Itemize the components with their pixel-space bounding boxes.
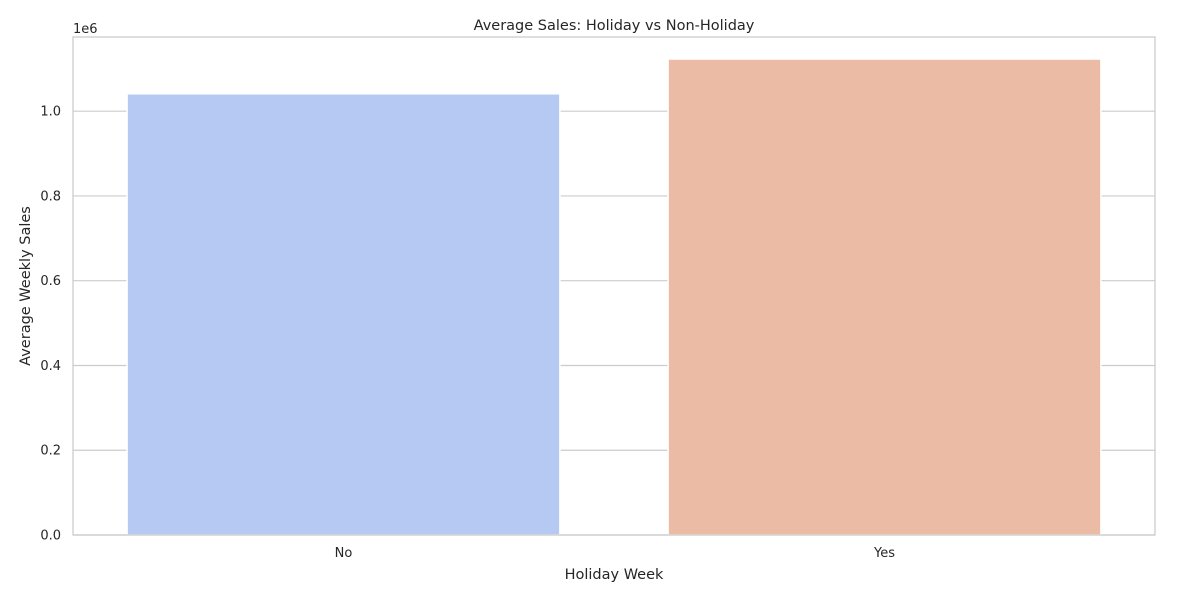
- y-axis-offset-label: 1e6: [73, 22, 98, 37]
- y-axis-label: Average Weekly Sales: [18, 206, 34, 366]
- plot-frame: [72, 36, 1156, 536]
- y-tick-label: 1.0: [40, 105, 61, 120]
- x-tick-label: Yes: [873, 546, 895, 561]
- y-tick-label: 0.2: [40, 444, 61, 459]
- x-tick-labels: No Yes: [335, 546, 896, 561]
- y-tick-label: 0.8: [40, 189, 61, 204]
- bar-no: [126, 93, 561, 536]
- chart-title: Average Sales: Holiday vs Non-Holiday: [474, 18, 755, 34]
- y-tick-label: 0.4: [40, 359, 61, 374]
- x-tick-label: No: [335, 546, 353, 561]
- x-axis-label: Holiday Week: [565, 567, 664, 583]
- bars: [126, 58, 1102, 536]
- y-tick-label: 0.6: [40, 274, 61, 289]
- y-tick-label: 0.0: [40, 529, 61, 544]
- bar-yes: [667, 58, 1102, 536]
- y-tick-labels: 0.0 0.2 0.4 0.6 0.8 1.0: [40, 105, 61, 544]
